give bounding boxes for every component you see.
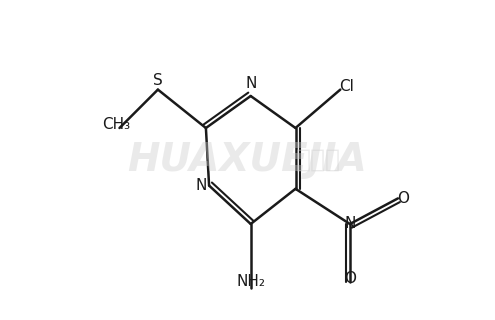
Text: HUAXUEJIA: HUAXUEJIA <box>128 141 367 179</box>
Text: NH₂: NH₂ <box>236 274 265 289</box>
Text: CH₃: CH₃ <box>102 117 130 132</box>
Text: N: N <box>344 217 355 231</box>
Text: O: O <box>396 191 409 206</box>
Text: N: N <box>245 76 256 91</box>
Text: Cl: Cl <box>339 79 354 94</box>
Text: N: N <box>196 178 207 193</box>
Text: O: O <box>344 271 356 286</box>
Text: 化学加: 化学加 <box>296 148 341 172</box>
Text: S: S <box>153 73 163 87</box>
